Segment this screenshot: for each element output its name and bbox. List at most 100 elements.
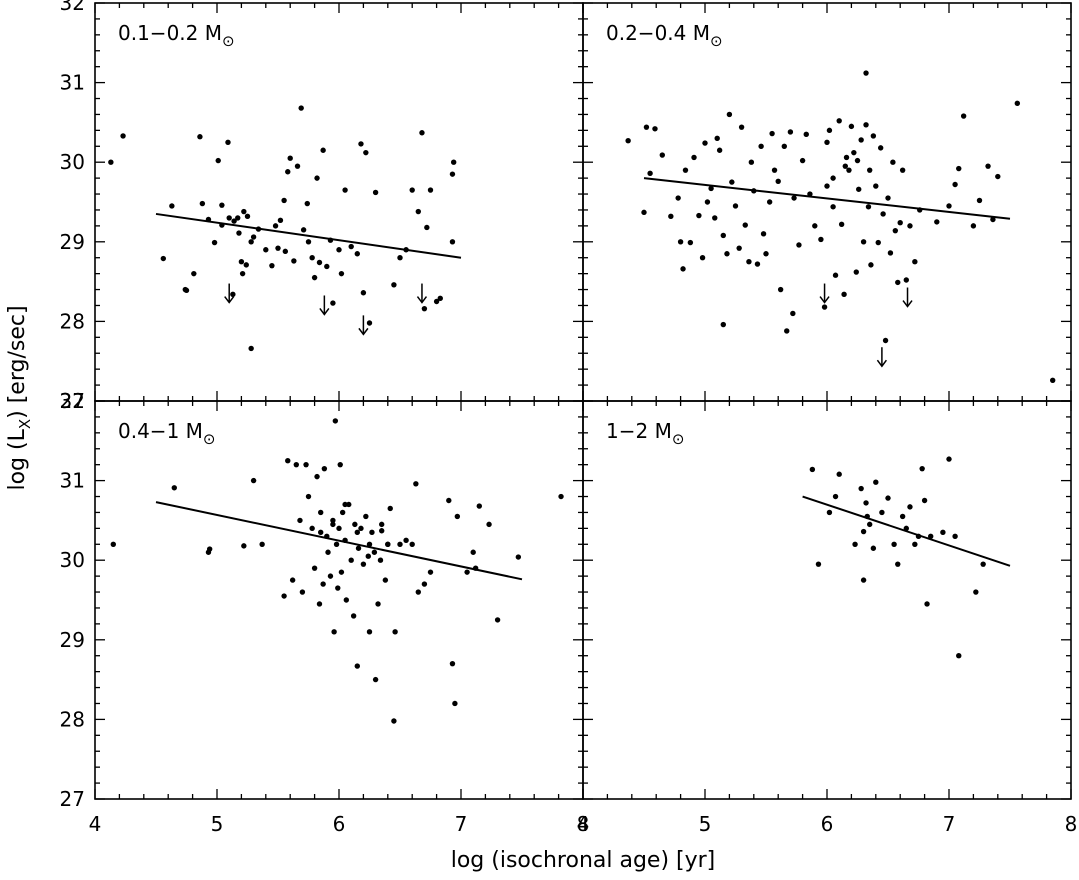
data-point (815, 561, 822, 567)
data-point (385, 541, 391, 547)
data-point (858, 485, 864, 492)
fit-line (643, 177, 1011, 220)
data-point (867, 167, 873, 173)
data-point (924, 601, 930, 607)
data-point (342, 537, 348, 543)
data-point (742, 222, 748, 228)
data-point (318, 509, 324, 516)
data-point (421, 581, 428, 587)
data-point (860, 528, 867, 535)
data-point (659, 152, 665, 158)
data-point (864, 513, 870, 520)
data-point (852, 541, 858, 547)
data-point (338, 270, 345, 277)
data-point (899, 513, 906, 520)
data-point (799, 157, 806, 164)
data-point (336, 525, 342, 532)
data-point (333, 541, 340, 547)
data-point (248, 345, 254, 352)
data-point (748, 159, 755, 165)
data-point (832, 493, 839, 500)
data-point (120, 133, 126, 139)
data-point (882, 337, 889, 344)
data-point (677, 239, 684, 245)
data-point (259, 541, 265, 547)
data-point (830, 175, 836, 181)
data-point (275, 245, 281, 251)
data-point (369, 529, 375, 536)
data-point (668, 213, 674, 220)
upper-limit-arrow (224, 283, 235, 304)
data-point (912, 541, 918, 547)
panel-mass-label: 1−2 M⊙ (606, 419, 684, 448)
data-point (348, 557, 354, 563)
y-tick-label: 27 (60, 787, 85, 811)
data-point (297, 517, 303, 524)
data-point (807, 191, 813, 197)
data-point (392, 629, 398, 635)
data-point (277, 217, 284, 224)
data-point (449, 239, 456, 245)
data-point (219, 202, 225, 208)
data-point (110, 541, 117, 547)
x-tick-label: 6 (821, 812, 834, 836)
panel-mass-label-text: 0.2−0.4 M (606, 21, 710, 45)
data-point (970, 223, 977, 229)
data-point (352, 521, 358, 528)
upper-limit-head (902, 300, 913, 308)
data-point (241, 208, 247, 215)
data-point (836, 471, 842, 477)
upper-limit-arrow (819, 283, 830, 304)
data-point (379, 528, 385, 534)
data-point (250, 234, 257, 240)
data-point (371, 549, 378, 555)
y-tick-label: 28 (60, 707, 85, 731)
data-point (282, 248, 289, 255)
data-point (391, 718, 397, 724)
data-point (818, 236, 824, 243)
data-point (712, 215, 718, 221)
data-point (235, 215, 241, 221)
data-point (863, 122, 869, 128)
data-point (305, 493, 312, 500)
data-point (354, 663, 360, 669)
upper-limit-head (319, 308, 330, 316)
upper-limit-head (876, 359, 888, 368)
data-point (338, 569, 345, 575)
y-tick-label: 28 (60, 309, 85, 333)
data-point (241, 543, 247, 549)
data-point (952, 181, 958, 188)
solar-mass-symbol: ⊙ (672, 430, 685, 448)
panel-mass-label: 0.4−1 M⊙ (118, 419, 215, 448)
data-point (231, 218, 237, 224)
data-point (790, 310, 796, 317)
data-point (812, 223, 818, 229)
data-point (403, 537, 409, 543)
data-point (682, 167, 689, 173)
data-point (342, 187, 348, 193)
data-point (476, 503, 482, 509)
panel-mass-label-text: 0.1−0.2 M (118, 21, 222, 45)
data-point (303, 461, 309, 468)
data-point (826, 127, 833, 134)
data-point (856, 186, 862, 192)
data-point (775, 178, 781, 185)
data-point (452, 700, 458, 707)
y-axis-title-sub: X (16, 419, 34, 429)
data-point (687, 239, 694, 246)
data-point (704, 199, 711, 205)
panel-mass-label-text: 0.4−1 M (118, 419, 203, 443)
data-point (316, 259, 323, 266)
data-point (826, 509, 833, 516)
data-point (415, 208, 421, 215)
data-point (449, 171, 456, 177)
data-point (311, 274, 318, 281)
data-point (391, 282, 397, 288)
upper-limit-arrow (902, 287, 913, 308)
data-point (716, 147, 723, 153)
data-point (309, 525, 315, 532)
data-point (720, 232, 726, 239)
y-tick-label: 31 (60, 71, 85, 95)
